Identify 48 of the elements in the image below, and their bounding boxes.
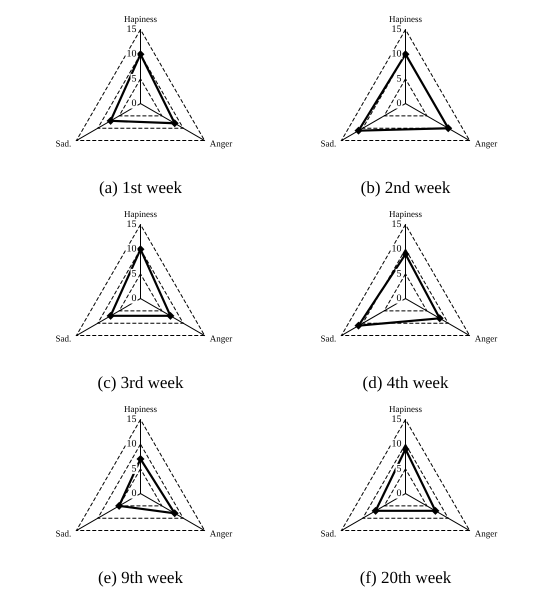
y-tick-label: 10	[392, 244, 402, 255]
y-tick-label: 5	[396, 463, 402, 474]
spoke-label: Anger	[474, 528, 498, 539]
text: (c) 3rd week	[98, 373, 184, 392]
y-tick-label: 5	[396, 268, 402, 280]
spoke-label: Sad.	[55, 528, 72, 539]
spoke-label: Anger	[474, 334, 498, 344]
y-tick-label: 10	[392, 438, 402, 450]
text: (d) 4th week	[362, 373, 449, 392]
y-tick-label: 10	[126, 438, 136, 450]
y-tick-label: 0	[396, 293, 402, 304]
y-tick-label: 0	[396, 98, 402, 110]
spoke-label: Anger	[210, 334, 232, 344]
y-tick-label: 0	[132, 98, 136, 110]
y-tick-label: 15	[126, 219, 136, 230]
spoke-label: Hapiness	[124, 209, 158, 220]
spoke-label: Hapiness	[124, 404, 158, 414]
y-tick-label: 0	[396, 488, 402, 500]
spoke-label: Sad.	[320, 138, 336, 149]
spoke-label: Sad.	[55, 138, 72, 149]
text: (e) 9th week	[98, 568, 184, 587]
y-tick-label: 15	[126, 414, 136, 426]
text: (b) 2nd week	[360, 178, 451, 197]
y-tick-label: 10	[126, 48, 136, 60]
spoke-label: Sad.	[320, 528, 336, 539]
spoke-label: Hapiness	[124, 14, 158, 24]
spoke-label: Hapiness	[389, 404, 422, 414]
text: (f) 20th week	[360, 568, 452, 587]
y-tick-label: 0	[132, 488, 136, 500]
y-tick-label: 5	[132, 73, 136, 84]
spoke-label: Sad.	[320, 334, 336, 344]
spoke-label: Anger	[210, 528, 232, 539]
text: (a) 1st week	[98, 178, 183, 197]
spoke-label: Anger	[474, 138, 498, 149]
y-tick-label: 15	[392, 414, 402, 426]
y-tick-label: 5	[132, 268, 136, 280]
y-tick-label: 0	[132, 293, 136, 304]
y-tick-label: 5	[132, 463, 136, 474]
spoke-label: Anger	[210, 138, 232, 149]
y-tick-label: 15	[126, 24, 136, 36]
spoke-label: Hapiness	[389, 209, 422, 220]
spoke-label: Sad.	[55, 334, 72, 344]
spoke-label: Hapiness	[389, 14, 422, 24]
y-tick-label: 5	[396, 73, 402, 84]
y-tick-label: 15	[392, 24, 402, 36]
y-tick-label: 15	[392, 219, 402, 230]
y-tick-label: 10	[126, 244, 136, 255]
y-tick-label: 10	[392, 48, 402, 60]
